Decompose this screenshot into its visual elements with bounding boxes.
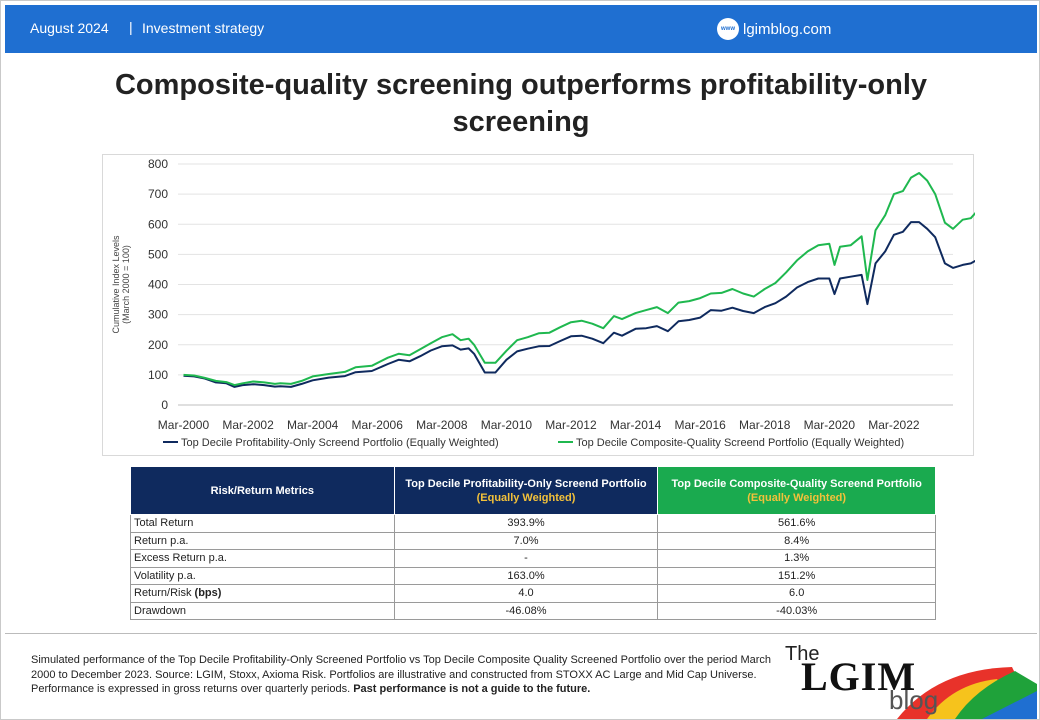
metric-label: Excess Return p.a.: [130, 549, 395, 568]
profitability-value: 4.0: [393, 584, 659, 603]
series-line-profitability: [183, 221, 975, 388]
y-tick-label: 0: [161, 398, 168, 412]
table-row: Volatility p.a. 163.0% 151.2%: [130, 566, 936, 585]
umbrella-segment-blue: [982, 691, 1037, 719]
profitability-value: 393.9%: [393, 514, 659, 533]
y-tick-label: 700: [148, 187, 168, 201]
metric-label: Drawdown: [130, 601, 395, 620]
brand-name: LGIM: [801, 654, 917, 699]
series-line-composite: [183, 172, 975, 387]
header-profitability-main: Top Decile Profitability-Only Screend Po…: [405, 477, 647, 490]
page-title: Composite-quality screening outperforms …: [114, 69, 928, 138]
y-tick-label: 100: [148, 368, 168, 382]
x-tick-label: Mar-2012: [545, 418, 597, 432]
umbrella-icon: [897, 667, 1037, 719]
table-row: Return p.a. 7.0% 8.4%: [130, 531, 936, 550]
y-axis-label: (March 2000 = 100): [121, 245, 131, 324]
composite-value: 8.4%: [657, 531, 936, 550]
x-tick-label: Mar-2014: [610, 418, 662, 432]
header-profitability: Top Decile Profitability-Only Screend Po…: [393, 466, 659, 515]
table-row: Return/Risk (bps) 4.0 6.0: [130, 584, 936, 603]
x-tick-label: Mar-2008: [416, 418, 468, 432]
table-row: Excess Return p.a. - 1.3%: [130, 549, 936, 568]
header-category[interactable]: Investment strategy: [142, 20, 265, 36]
metric-label-text: Return p.a.: [134, 534, 189, 547]
y-tick-label: 300: [148, 308, 168, 322]
y-tick-label: 600: [148, 217, 168, 231]
x-tick-label: Mar-2020: [804, 418, 856, 432]
table-row: Total Return 393.9% 561.6%: [130, 514, 936, 533]
x-tick-label: Mar-2016: [674, 418, 726, 432]
chart-svg: 0 100 200 300 400 500 600 700 800 Mar-2000 Mar-200…: [111, 157, 975, 449]
legend-label: Top Decile Profitability-Only Screend Po…: [181, 437, 499, 449]
site-link[interactable]: www lgimblog.com: [717, 17, 831, 41]
metric-label: Total Return: [130, 514, 395, 533]
profitability-value: -46.08%: [393, 601, 659, 620]
brand-blog: blog: [889, 685, 939, 715]
legend-label: Top Decile Composite-Quality Screend Por…: [576, 437, 904, 449]
header-date: August 2024: [30, 20, 109, 36]
x-tick-label: Mar-2000: [158, 418, 210, 432]
brand-the: The: [785, 643, 820, 665]
footer-disclaimer: Simulated performance of the Top Decile …: [31, 653, 776, 697]
metric-label-text: Drawdown: [134, 604, 186, 617]
profitability-value: 163.0%: [393, 566, 659, 585]
header-composite-sub: (Equally Weighted): [747, 491, 847, 504]
composite-value: -40.03%: [657, 601, 936, 620]
table-row: Drawdown -46.08% -40.03%: [130, 601, 936, 620]
y-tick-label: 400: [148, 278, 168, 292]
globe-icon: www: [717, 18, 739, 40]
y-tick-label: 800: [148, 157, 168, 171]
footer-bold-text: Past performance is not a guide to the f…: [353, 683, 591, 695]
profitability-value: 7.0%: [393, 531, 659, 550]
x-tick-label: Mar-2006: [352, 418, 404, 432]
composite-value: 1.3%: [657, 549, 936, 568]
lgim-blog-logo[interactable]: The LGIM blog: [777, 639, 1037, 719]
x-tick-label: Mar-2018: [739, 418, 791, 432]
x-tick-label: Mar-2004: [287, 418, 339, 432]
header-composite-main: Top Decile Composite-Quality Screend Por…: [671, 477, 922, 490]
metric-label-text: Volatility p.a.: [134, 569, 196, 582]
metric-label-text: Total Return: [134, 517, 194, 530]
composite-value: 561.6%: [657, 514, 936, 533]
table-header-row: Risk/Return Metrics Top Decile Profitabi…: [130, 466, 936, 515]
y-tick-label: 500: [148, 247, 168, 261]
header-separator: |: [129, 19, 133, 35]
x-tick-label: Mar-2022: [868, 418, 920, 432]
site-url[interactable]: lgimblog.com: [743, 20, 832, 38]
metric-label-text: Excess Return p.a.: [134, 552, 227, 565]
footer-text: Simulated performance of the Top Decile …: [31, 654, 772, 695]
x-tick-label: Mar-2010: [481, 418, 533, 432]
line-chart: 0 100 200 300 400 500 600 700 800 Mar-2000 Mar-200…: [102, 154, 975, 456]
y-axis-label: Cumulative Index Levels: [111, 235, 121, 334]
metric-label: Return/Risk (bps): [130, 584, 395, 603]
footer-divider: [5, 633, 1037, 634]
metric-label: Return p.a.: [130, 531, 395, 550]
composite-value: 6.0: [657, 584, 936, 603]
metrics-table: Risk/Return Metrics Top Decile Profitabi…: [130, 466, 936, 620]
header-composite: Top Decile Composite-Quality Screend Por…: [657, 466, 936, 515]
metric-label-bold: (bps): [194, 587, 222, 600]
header-bar: August 2024 | Investment strategy www lg…: [5, 5, 1037, 53]
metric-label: Volatility p.a.: [130, 566, 395, 585]
profitability-value: -: [393, 549, 659, 568]
header-metric: Risk/Return Metrics: [130, 466, 395, 515]
composite-value: 151.2%: [657, 566, 936, 585]
y-tick-label: 200: [148, 338, 168, 352]
header-profitability-sub: (Equally Weighted): [476, 491, 576, 504]
x-tick-label: Mar-2002: [222, 418, 274, 432]
metric-label-text: Return/Risk: [134, 587, 195, 600]
